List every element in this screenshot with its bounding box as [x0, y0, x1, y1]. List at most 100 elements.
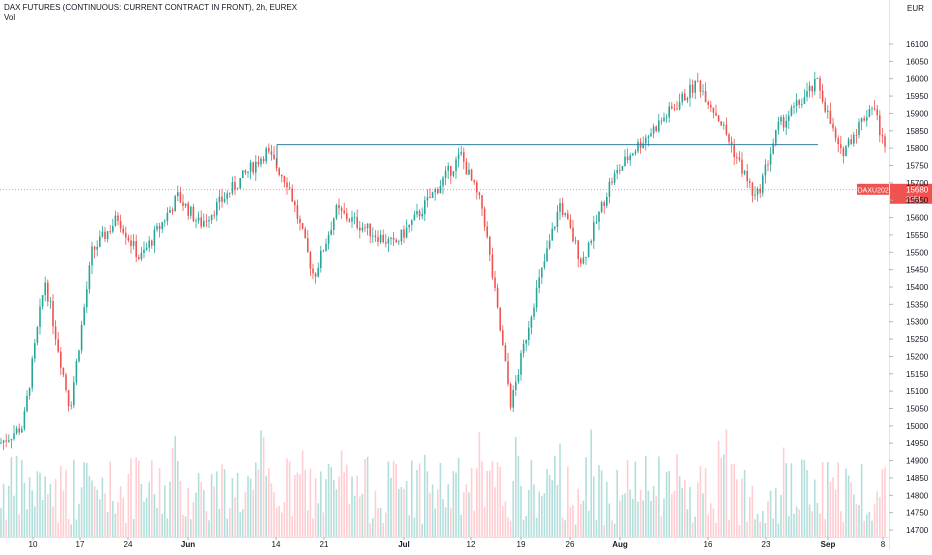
volume-bar: [400, 487, 403, 537]
candle-down-body: [704, 91, 707, 103]
volume-bar: [101, 477, 104, 537]
volume-bar: [10, 457, 13, 537]
volume-bar: [686, 509, 689, 537]
y-tick-label: 15500: [906, 248, 929, 257]
volume-bar: [634, 461, 637, 537]
volume-bar: [119, 486, 122, 537]
volume-bar: [60, 465, 62, 537]
candle-up-body: [112, 225, 114, 232]
volume-bar: [642, 500, 644, 537]
candle-up-body: [772, 143, 774, 154]
volume-bar: [840, 511, 842, 537]
volume-bar: [99, 499, 101, 537]
candle-down-body: [377, 237, 379, 243]
volume-bar: [229, 508, 231, 537]
volume-bar: [624, 493, 626, 537]
volume-bar: [164, 485, 166, 537]
volume-bar: [457, 457, 460, 537]
volume-bar: [447, 484, 449, 537]
y-tick-label: 15200: [906, 352, 929, 361]
volume-bar: [645, 455, 647, 537]
volume-bar: [364, 458, 366, 537]
x-tick-label: 26: [566, 540, 575, 549]
volume-bar: [444, 507, 447, 537]
volume-bar: [795, 506, 798, 537]
candle-down-body: [746, 171, 748, 182]
candle-down-body: [18, 428, 20, 433]
volume-bar: [57, 522, 59, 537]
candle-up-body: [169, 210, 171, 213]
candle-down-body: [392, 237, 395, 240]
volume-bar: [190, 519, 192, 537]
candle-down-body: [619, 170, 621, 171]
volume-bar: [590, 429, 592, 537]
candle-down-body: [759, 188, 761, 193]
candle-up-body: [455, 159, 457, 172]
line-layer: FDAXU2021 15680 2251: [0, 144, 932, 204]
volume-bar: [353, 495, 356, 537]
candle-down-body: [673, 108, 676, 110]
candle-up-body: [457, 154, 460, 160]
candle-up-body: [444, 170, 447, 178]
candle-down-body: [273, 154, 275, 159]
candle-up-body: [686, 98, 689, 101]
candle-down-body: [710, 104, 712, 108]
y-tick-label: 15700: [906, 179, 929, 188]
volume-bar: [702, 493, 704, 537]
volume-bar: [876, 491, 878, 537]
volume-bar: [255, 462, 257, 537]
volume-bar: [65, 469, 67, 537]
volume-bar: [543, 493, 546, 537]
candle-up-body: [535, 288, 538, 308]
volume-bar: [769, 490, 772, 537]
candle-down-body: [473, 180, 475, 183]
volume-bar: [743, 469, 746, 537]
candle-down-body: [54, 326, 57, 340]
candle-down-body: [499, 307, 501, 331]
candle-down-body: [151, 240, 153, 246]
volume-bar: [541, 496, 543, 537]
volume-bar: [483, 506, 486, 537]
candle-up-body: [208, 220, 210, 222]
volume-bar: [268, 468, 270, 537]
volume-bar: [18, 514, 20, 537]
volume-bar: [218, 508, 221, 537]
candle-up-body: [595, 221, 598, 223]
candle-up-body: [166, 212, 169, 222]
candle-up-body: [195, 220, 197, 222]
volume-bar: [738, 524, 741, 537]
candle-up-body: [551, 228, 553, 241]
volume-bar: [197, 473, 200, 537]
candle-down-body: [751, 182, 754, 196]
volume-bar: [868, 511, 871, 537]
volume-bar: [684, 479, 686, 537]
candle-down-body: [286, 182, 288, 188]
candle-up-body: [520, 353, 522, 375]
volume-bar: [15, 456, 18, 537]
volume-bar: [528, 490, 530, 537]
candle-up-body: [522, 343, 525, 354]
candle-down-body: [182, 202, 184, 206]
candle-down-body: [486, 226, 488, 237]
candle-up-body: [600, 202, 603, 212]
y-tick-label: 15450: [906, 266, 929, 275]
x-tick-label: 17: [76, 540, 85, 549]
candle-up-body: [663, 117, 665, 122]
candle-up-body: [647, 136, 650, 138]
candle-down-body: [450, 166, 452, 176]
candle-up-body: [106, 231, 109, 240]
volume-bar: [535, 517, 538, 537]
volume-bar: [421, 523, 423, 537]
volume-bar: [138, 460, 140, 537]
candle-down-body: [395, 239, 397, 243]
volume-bar: [177, 461, 179, 537]
volume-bar: [317, 503, 319, 537]
candle-up-body: [434, 189, 436, 193]
volume-bar: [668, 470, 670, 537]
volume-bar: [382, 523, 384, 537]
candle-down-body: [470, 169, 473, 181]
volume-bar: [707, 514, 709, 537]
